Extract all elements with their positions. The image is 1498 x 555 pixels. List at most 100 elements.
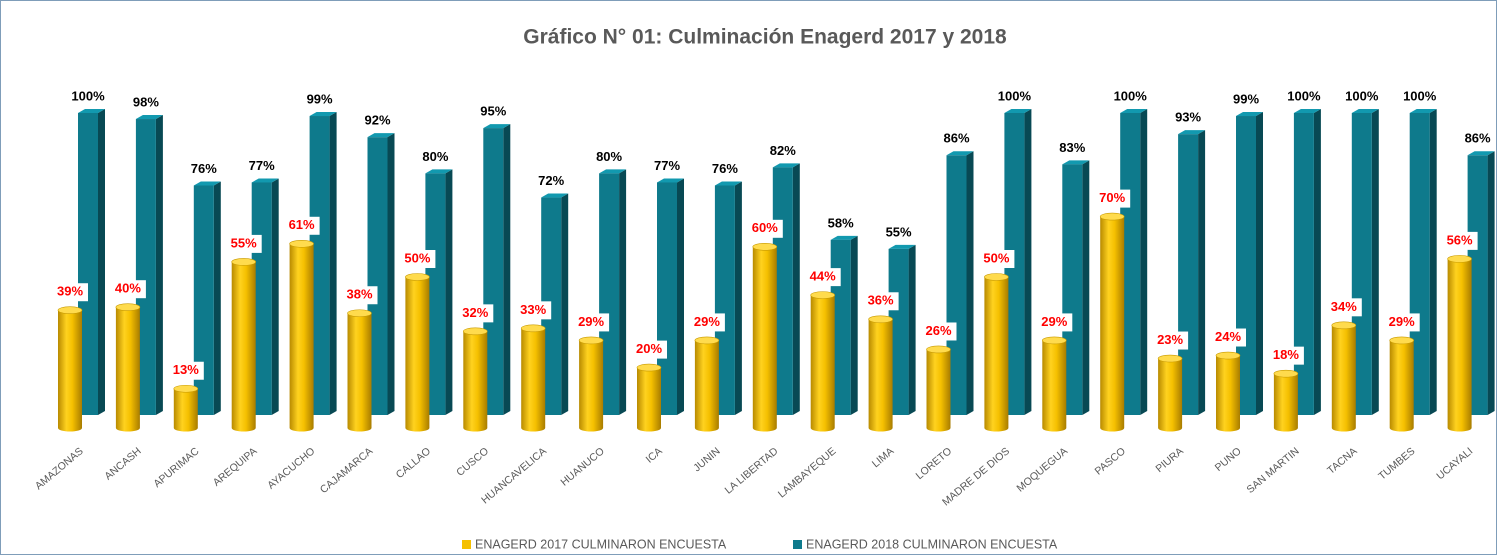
data-label: 56% [1447,232,1473,247]
data-label: 86% [943,131,969,146]
bar [1100,216,1125,432]
bar-top [173,384,199,393]
bar-side [98,109,105,415]
bar-side [503,124,511,415]
label-bg [1383,313,1420,332]
bar-top [984,273,1009,281]
bar-top [636,363,662,372]
bar-top [946,151,974,156]
data-label: 92% [364,113,390,128]
label-bg [225,234,262,253]
data-label: 50% [404,250,430,265]
label-bg [341,286,378,305]
data-label: 77% [249,158,275,173]
bar-top [405,273,430,281]
bar-top [1389,336,1414,345]
bar-top [1409,109,1437,113]
bar [173,388,198,432]
data-label: 99% [1233,91,1259,106]
bar [231,261,256,432]
data-label: 100% [71,88,105,103]
bar [135,119,156,415]
data-label: 100% [1287,88,1321,103]
bar [946,155,967,415]
data-label: 58% [828,215,854,230]
bar [579,340,604,432]
bar [926,349,951,432]
bar [58,310,82,432]
legend-label: ENAGERD 2018 CULMINARON ENCUESTA [806,537,1058,551]
bar-top [78,109,105,113]
label-bg [167,361,204,380]
data-label: 100% [1114,88,1148,103]
label-bg [978,250,1015,268]
label-bg [1152,331,1189,350]
bar-top [868,315,893,324]
bar-top [772,163,800,168]
bar [367,137,388,415]
data-label: 39% [57,284,83,299]
bar-top [193,181,221,186]
bar-top [1178,130,1206,135]
bar [521,328,546,432]
data-label: 76% [712,161,738,176]
bar-side [1198,130,1206,415]
data-label: 29% [1389,314,1415,329]
bar-side [561,193,569,415]
bar-top [752,243,778,251]
bar [1042,340,1067,432]
bar [425,173,446,415]
label-bg [52,283,88,302]
data-label: 32% [462,305,488,320]
bar [752,246,777,432]
data-label: 24% [1215,329,1241,344]
bar-side [329,112,337,416]
label-bg [1441,231,1478,250]
bar-top [520,324,546,333]
bar-top [1062,160,1090,165]
bar [810,295,835,432]
bar-top [888,244,916,249]
bar-top [1004,109,1032,113]
bar-top [251,178,279,183]
data-label: 38% [346,287,372,302]
bar-top [57,306,83,315]
bar-top [541,193,569,198]
label-bg [1210,328,1246,347]
data-label: 80% [596,149,622,164]
data-label: 20% [636,341,662,356]
bar [1467,155,1488,415]
bar [984,277,1009,432]
bar [1351,113,1372,415]
bar-side [213,181,221,415]
bar-top [599,169,627,174]
bar-side [271,178,279,415]
bar [78,113,98,415]
bar [1273,373,1298,432]
bar-side [850,235,858,415]
bar-side [908,244,916,415]
bar-top [1157,354,1183,363]
bar-top [309,112,337,117]
data-label: 60% [752,220,778,235]
bar-side [445,169,453,415]
label-bg [283,216,320,235]
label-bg [1036,313,1073,332]
bar-top [1236,112,1263,117]
data-label: 100% [1345,88,1379,103]
data-label: 83% [1059,140,1085,155]
label-bg [920,322,957,341]
bar [599,173,620,415]
bar-side [1082,160,1090,415]
data-label: 36% [868,293,894,308]
bar-top [1331,321,1357,330]
bar [289,243,314,432]
data-label: 95% [480,104,506,119]
bar-side [1487,151,1495,415]
bar-side [677,178,684,415]
bar-top [810,291,836,299]
label-bg [631,340,667,359]
bar-side [1429,109,1437,415]
bar-top [1293,109,1321,113]
data-label: 55% [231,235,257,250]
